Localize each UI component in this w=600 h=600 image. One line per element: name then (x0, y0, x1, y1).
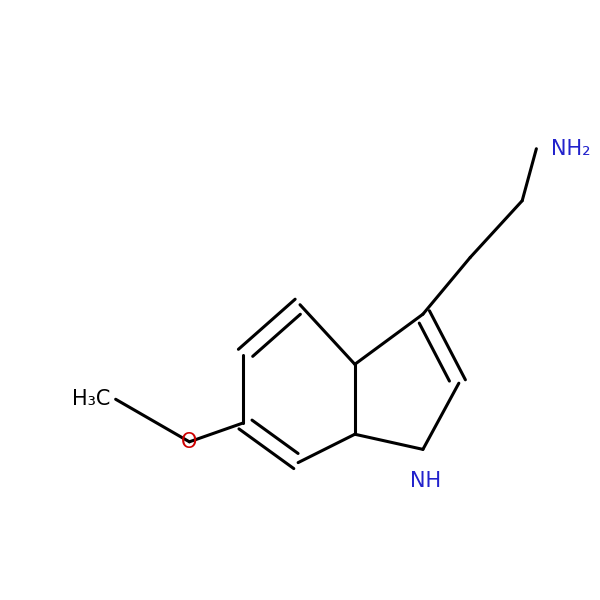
Text: H₃C: H₃C (71, 389, 110, 409)
Text: NH₂: NH₂ (551, 139, 590, 159)
Text: O: O (181, 432, 197, 452)
Text: NH: NH (410, 471, 442, 491)
